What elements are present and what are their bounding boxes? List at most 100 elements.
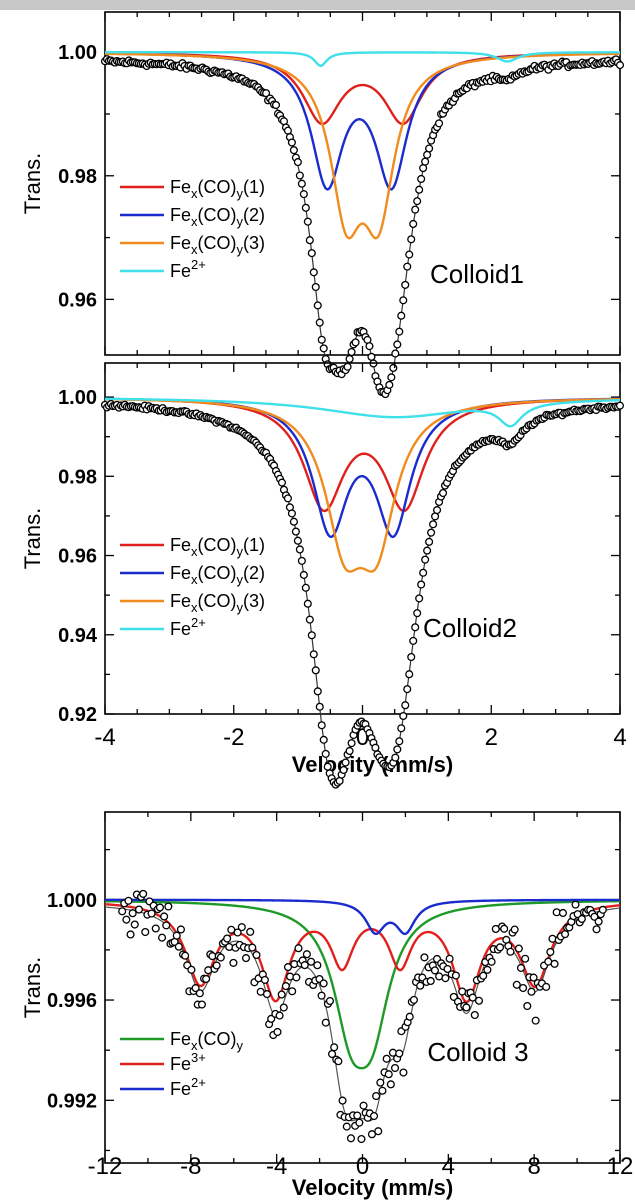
y-tick-label: 0.98 bbox=[58, 466, 97, 488]
data-point bbox=[421, 555, 430, 564]
data-point bbox=[321, 749, 330, 758]
legend-sub1: x bbox=[191, 544, 198, 559]
legend-mid: (CO) bbox=[198, 591, 237, 611]
legend-label: Fex(CO)y(2) bbox=[170, 205, 265, 229]
legend-tail: (3) bbox=[243, 233, 265, 253]
legend-label: Fex(CO)y(3) bbox=[170, 591, 265, 615]
data-point bbox=[376, 1078, 385, 1087]
legend-mid: (CO) bbox=[198, 233, 237, 253]
data-point bbox=[441, 974, 450, 983]
data-point bbox=[277, 990, 286, 999]
data-point bbox=[229, 958, 238, 967]
data-point bbox=[451, 971, 460, 980]
data-point bbox=[315, 318, 324, 327]
data-point bbox=[514, 944, 523, 953]
data-point bbox=[307, 631, 316, 640]
data-point bbox=[346, 1134, 356, 1143]
data-point bbox=[382, 1054, 391, 1063]
data-point bbox=[248, 943, 257, 952]
legend-label: Fex(CO)y(3) bbox=[170, 233, 265, 257]
data-point bbox=[542, 982, 551, 991]
legend-sub2: y bbox=[237, 544, 244, 559]
data-point bbox=[548, 934, 557, 943]
data-point bbox=[191, 984, 200, 993]
data-point bbox=[365, 342, 374, 351]
data-point bbox=[299, 190, 308, 199]
series-line-2 bbox=[104, 52, 621, 191]
x-tick-label: 12 bbox=[607, 1153, 634, 1180]
data-point bbox=[390, 1063, 400, 1073]
data-point bbox=[147, 909, 156, 918]
data-point bbox=[384, 1070, 393, 1079]
data-point bbox=[367, 352, 376, 361]
data-point bbox=[355, 1118, 364, 1127]
legend-tail: (1) bbox=[243, 535, 265, 555]
data-point bbox=[512, 980, 521, 989]
data-point bbox=[411, 205, 420, 214]
chart-panel-3: 0.992 0.996 1.000 -12 -8 -4 0 4 8 12 Velocity (mm/… bbox=[20, 811, 634, 1200]
x-tick-label: -4 bbox=[266, 1153, 287, 1180]
data-point bbox=[321, 1018, 330, 1027]
data-point bbox=[319, 344, 328, 353]
y-tick-label: 0.98 bbox=[58, 166, 97, 188]
data-point bbox=[474, 996, 484, 1005]
legend-name: Fe bbox=[170, 535, 191, 555]
data-point bbox=[212, 961, 221, 970]
legend-sub1: x bbox=[191, 572, 198, 587]
legend-sub1: x bbox=[191, 186, 198, 201]
data-point bbox=[216, 953, 225, 962]
data-point bbox=[409, 636, 418, 645]
data-point bbox=[307, 249, 316, 258]
legend-tail: (2) bbox=[243, 205, 265, 225]
data-point bbox=[294, 944, 303, 953]
data-point bbox=[546, 947, 555, 956]
x-tick-label: 8 bbox=[527, 1153, 540, 1180]
data-point bbox=[260, 975, 269, 984]
y-tick-label: 0.92 bbox=[58, 704, 97, 726]
data-point bbox=[399, 1068, 408, 1077]
y-tick-label: 1.000 bbox=[47, 890, 97, 912]
series-line-4 bbox=[104, 397, 621, 428]
data-point bbox=[275, 1011, 284, 1020]
legend-name: Fe bbox=[170, 205, 191, 225]
data-point bbox=[134, 905, 144, 914]
data-point bbox=[516, 963, 526, 972]
data-point bbox=[405, 670, 414, 679]
data-point bbox=[387, 373, 396, 382]
x-tick-label: 2 bbox=[485, 724, 498, 751]
data-point bbox=[313, 961, 322, 970]
data-point bbox=[519, 983, 528, 993]
data-point bbox=[271, 100, 281, 110]
data-point bbox=[434, 119, 444, 128]
legend-name: Fe bbox=[170, 563, 191, 583]
data-point bbox=[393, 745, 402, 754]
panel-label: Colloid1 bbox=[430, 259, 524, 289]
legend-mid: (CO) bbox=[198, 1029, 237, 1049]
data-point bbox=[367, 1130, 377, 1139]
data-point bbox=[417, 580, 426, 589]
data-point bbox=[443, 964, 452, 974]
data-point bbox=[419, 568, 428, 577]
data-point bbox=[293, 536, 302, 545]
x-tick-label: -8 bbox=[180, 1153, 201, 1180]
data-point bbox=[531, 1016, 540, 1025]
panel-label: Colloid2 bbox=[423, 613, 517, 643]
data-point bbox=[311, 282, 320, 292]
legend-label: Fex(CO)y(2) bbox=[170, 563, 265, 587]
legend-sub1: x bbox=[191, 1038, 198, 1053]
data-point bbox=[405, 250, 414, 259]
data-point bbox=[592, 925, 601, 934]
data-point bbox=[391, 349, 400, 358]
legend-sup: 3+ bbox=[191, 1050, 206, 1065]
data-point bbox=[347, 347, 356, 357]
data-point bbox=[397, 311, 406, 320]
legend-label: Fex(CO)y(1) bbox=[170, 535, 265, 559]
data-point bbox=[295, 171, 304, 180]
data-point bbox=[438, 488, 448, 498]
data-point bbox=[172, 931, 181, 940]
data-point bbox=[385, 380, 394, 389]
data-point bbox=[174, 942, 183, 951]
data-point bbox=[160, 912, 169, 921]
data-point bbox=[233, 928, 242, 937]
